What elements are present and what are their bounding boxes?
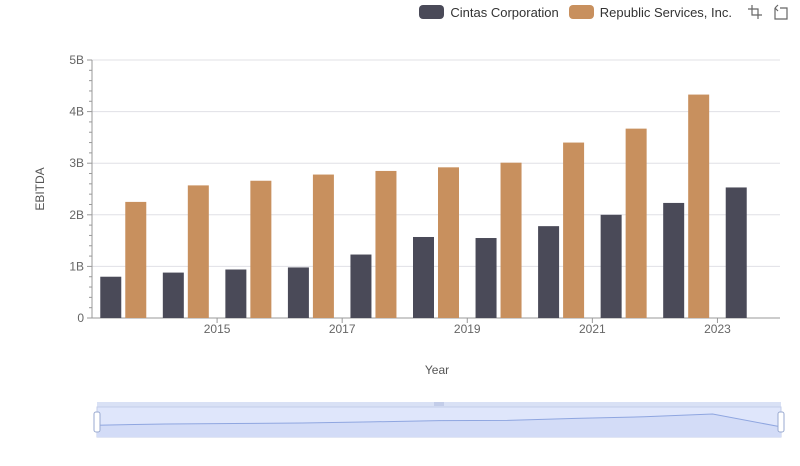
bar bbox=[250, 180, 272, 318]
x-tick-label: 2019 bbox=[454, 322, 481, 336]
legend: Cintas Corporation Republic Services, In… bbox=[419, 3, 790, 21]
bar bbox=[100, 276, 122, 318]
bars bbox=[100, 94, 747, 319]
bar bbox=[287, 267, 309, 318]
zoom-preview-area bbox=[97, 414, 781, 437]
legend-label-republic: Republic Services, Inc. bbox=[599, 4, 732, 20]
x-tick-label: 2023 bbox=[704, 322, 731, 336]
y-tick-label: 2B bbox=[69, 208, 84, 222]
y-tick-label: 1B bbox=[69, 259, 84, 273]
x-tick-label: 2017 bbox=[329, 322, 356, 336]
bar bbox=[538, 226, 560, 318]
bar bbox=[563, 142, 585, 318]
bar bbox=[350, 254, 372, 318]
legend-label-cintas: Cintas Corporation bbox=[450, 4, 559, 20]
zoom-grip bbox=[434, 402, 444, 406]
bar bbox=[375, 170, 397, 318]
x-tick-label: 2021 bbox=[579, 322, 606, 336]
legend-item-republic[interactable]: Republic Services, Inc. bbox=[568, 4, 732, 20]
bar bbox=[688, 94, 710, 319]
bar bbox=[187, 185, 209, 318]
legend-swatch-republic bbox=[568, 5, 594, 19]
zoom-handle-left[interactable] bbox=[93, 411, 101, 433]
y-axis: 0 1B 2B 3B 4B 5B bbox=[69, 53, 93, 325]
zoom-reset-icon[interactable] bbox=[772, 3, 790, 21]
bar bbox=[162, 272, 184, 318]
legend-swatch-cintas bbox=[419, 5, 445, 19]
x-tick-label: 2015 bbox=[204, 322, 231, 336]
toolbox bbox=[746, 3, 790, 21]
x-axis: 2015 2017 2019 2021 2023 bbox=[92, 317, 780, 336]
data-zoom-slider[interactable] bbox=[93, 402, 785, 438]
bar bbox=[663, 202, 685, 318]
y-tick-label: 3B bbox=[69, 156, 84, 170]
zoom-preview-line bbox=[96, 413, 782, 428]
bar bbox=[225, 269, 247, 318]
y-tick-label: 4B bbox=[69, 105, 84, 119]
bar bbox=[312, 174, 334, 318]
bar bbox=[625, 128, 647, 318]
y-tick-label: 0 bbox=[77, 311, 84, 325]
zoom-handle-right[interactable] bbox=[777, 411, 785, 433]
bar bbox=[500, 162, 522, 318]
zoom-icon[interactable] bbox=[746, 3, 764, 21]
bar bbox=[600, 214, 622, 318]
legend-item-cintas[interactable]: Cintas Corporation bbox=[419, 4, 559, 20]
bar bbox=[413, 236, 434, 318]
y-axis-label: EBITDA bbox=[33, 167, 47, 210]
bar bbox=[125, 201, 147, 318]
y-tick-label: 5B bbox=[69, 53, 84, 67]
x-axis-label: Year bbox=[425, 363, 449, 377]
bar bbox=[438, 167, 459, 318]
bar bbox=[725, 187, 747, 318]
bar bbox=[475, 238, 497, 318]
